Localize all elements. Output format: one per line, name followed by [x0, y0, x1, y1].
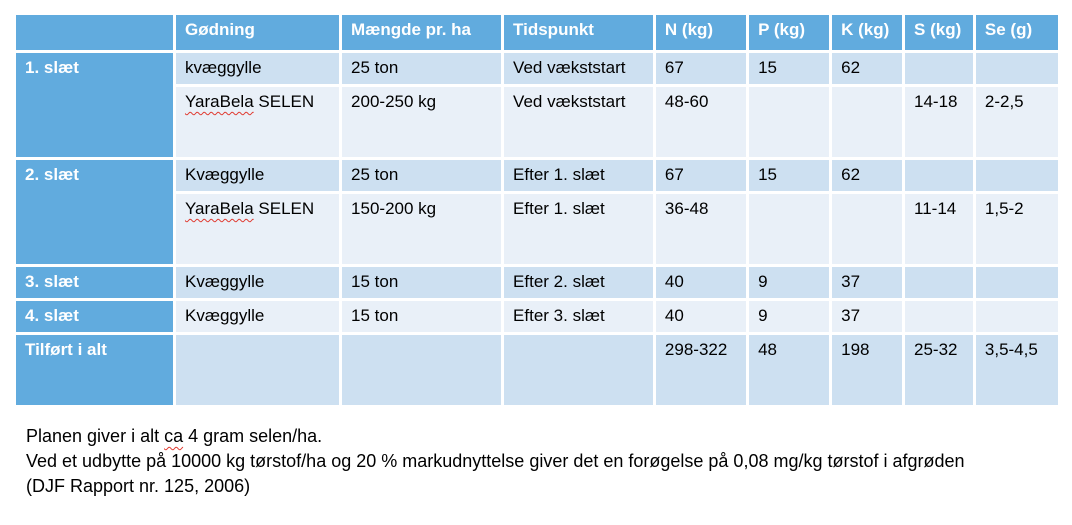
table-cell: 3,5-4,5	[972, 332, 1062, 408]
table-cell: Efter 3. slæt	[501, 298, 656, 335]
table-cell: 15 ton	[339, 264, 505, 301]
table-row: Tilført i alt 298-322 48 198 25-32 3,5-4,5	[13, 332, 1062, 408]
table-cell: Ved vækststart	[501, 50, 656, 87]
table-row: YaraBela SELEN 150-200 kg Efter 1. slæt 36-…	[15, 191, 1062, 267]
table-cell: 67	[652, 157, 750, 194]
header-cell-tidspunkt: Tidspunkt	[501, 12, 656, 53]
table-cell: 1,5-2	[972, 191, 1062, 267]
table-cell: 25 ton	[339, 157, 505, 194]
table-cell	[902, 50, 976, 87]
table-cell: 62	[829, 50, 906, 87]
table-row: 1. slæt kvæggylle 25 ton Ved vækststart 67 15…	[13, 50, 1062, 160]
header-row: Gødning Mængde pr. ha Tidspunkt N (kg) P…	[13, 12, 1062, 53]
table-cell: Efter 1. slæt	[501, 191, 656, 267]
row-header-cell: 3. slæt	[13, 264, 176, 301]
table-cell: 62	[829, 157, 906, 194]
header-cell-n-kg: N (kg)	[652, 12, 750, 53]
table-row: 3. slæt Kvæggylle 15 ton Efter 2. slæt 40 9 37	[13, 264, 1062, 301]
table-cell: 200-250 kg	[339, 84, 505, 160]
table-cell: 15	[746, 50, 833, 87]
table-cell	[972, 157, 1062, 194]
table-cell: 198	[829, 332, 906, 408]
table-cell: Efter 2. slæt	[501, 264, 656, 301]
slide-canvas: Gødning Mængde pr. ha Tidspunkt N (kg) P…	[0, 12, 1072, 525]
table-cell: 25-32	[902, 332, 976, 408]
table-cell: 40	[652, 264, 750, 301]
table-row: 4. slæt Kvæggylle 15 ton Efter 3. slæt 40 9 37	[13, 298, 1062, 335]
table-cell: 11-14	[902, 191, 976, 267]
table-cell	[829, 84, 906, 160]
table-cell: 14-18	[902, 84, 976, 160]
header-cell-se-g: Se (g)	[972, 12, 1062, 53]
spellcheck-word: ca	[164, 426, 184, 446]
table-cell	[902, 157, 976, 194]
table-row: 2. slæt Kvæggylle 25 ton Efter 1. slæt 67 15 6…	[13, 157, 1062, 267]
table-cell: Efter 1. slæt	[501, 157, 656, 194]
header-cell-p-kg: P (kg)	[746, 12, 833, 53]
table-cell: 37	[829, 298, 906, 335]
table-cell: 9	[746, 298, 833, 335]
table-cell: 298-322	[652, 332, 750, 408]
row-header-cell: 1. slæt	[13, 50, 176, 160]
footer-note: Planen giver i alt ca 4 gram selen/ha. V…	[26, 424, 1072, 499]
table-cell: 37	[829, 264, 906, 301]
footer-line-3: (DJF Rapport nr. 125, 2006)	[26, 476, 251, 496]
table-cell: Kvæggylle	[172, 157, 343, 194]
table-cell: Kvæggylle	[172, 298, 343, 335]
table-header: Gødning Mængde pr. ha Tidspunkt N (kg) P…	[13, 12, 1062, 53]
spellcheck-word: YaraBela	[184, 92, 254, 111]
row-header-cell: Tilført i alt	[13, 332, 176, 408]
table-cell	[972, 264, 1062, 301]
table-cell	[902, 264, 976, 301]
table-cell	[501, 332, 656, 408]
table-cell: 150-200 kg	[339, 191, 505, 267]
footer-line-1-pre: Planen giver i alt	[26, 426, 165, 446]
table-body: 1. slæt kvæggylle 25 ton Ved vækststart 67 15…	[13, 50, 1062, 408]
table-cell: 15 ton	[339, 298, 505, 335]
header-cell-k-kg: K (kg)	[829, 12, 906, 53]
fertilization-plan-table: Gødning Mængde pr. ha Tidspunkt N (kg) P…	[13, 12, 1062, 408]
table-cell: Kvæggylle	[172, 264, 343, 301]
spellcheck-word: YaraBela	[184, 199, 254, 218]
table-cell: 25 ton	[339, 50, 505, 87]
table-cell: 48-60	[652, 84, 750, 160]
table-cell	[829, 191, 906, 267]
footer-line-2: Ved et udbytte på 10000 kg tørstof/ha og…	[26, 451, 965, 471]
header-cell-maengde: Mængde pr. ha	[339, 12, 505, 53]
table-cell: 15	[746, 157, 833, 194]
row-header-cell: 2. slæt	[13, 157, 176, 267]
table-cell: 2-2,5	[972, 84, 1062, 160]
table-cell: 67	[652, 50, 750, 87]
table-cell: YaraBela SELEN	[172, 191, 343, 267]
header-cell-godning: Gødning	[172, 12, 343, 53]
table-cell	[902, 298, 976, 335]
table-cell: 9	[746, 264, 833, 301]
table-cell: kvæggylle	[172, 50, 343, 87]
table-cell: 36-48	[652, 191, 750, 267]
table-cell: Ved vækststart	[501, 84, 656, 160]
table-cell	[339, 332, 505, 408]
table-cell	[972, 50, 1062, 87]
table-cell	[746, 191, 833, 267]
table-cell	[972, 298, 1062, 335]
row-header-cell: 4. slæt	[13, 298, 176, 335]
header-cell-s-kg: S (kg)	[902, 12, 976, 53]
table-cell: 48	[746, 332, 833, 408]
footer-line-1: Planen giver i alt ca 4 gram selen/ha.	[26, 424, 1072, 449]
footer-line-1-post: 4 gram selen/ha.	[183, 426, 323, 446]
table-cell	[746, 84, 833, 160]
table-cell: YaraBela SELEN	[172, 84, 343, 160]
table-row: YaraBela SELEN 200-250 kg Ved vækststart 48…	[15, 84, 1062, 160]
header-cell-empty	[13, 12, 176, 53]
table-cell: 40	[652, 298, 750, 335]
table-cell	[172, 332, 343, 408]
